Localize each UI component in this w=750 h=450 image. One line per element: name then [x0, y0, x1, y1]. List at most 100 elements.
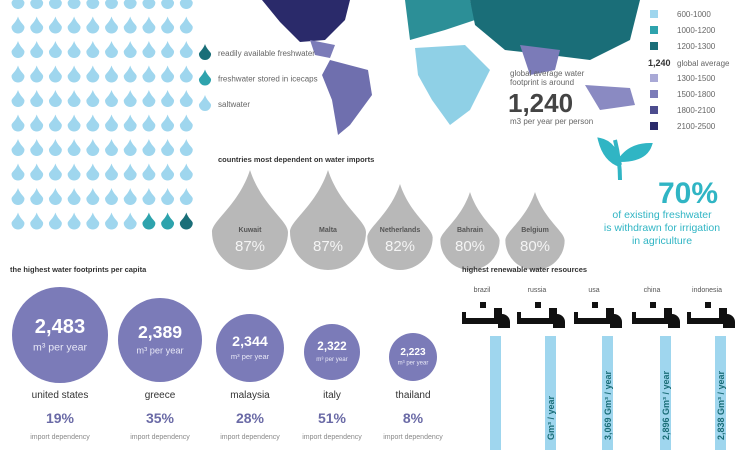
average-value: 1,240: [508, 88, 573, 118]
water-drop: [161, 0, 175, 10]
world-map: [262, 0, 640, 135]
tap: [464, 302, 510, 328]
water-drop: [161, 139, 175, 156]
footprint-pct: 8%: [403, 410, 424, 426]
water-drop: [123, 212, 137, 230]
water-drop: [67, 163, 81, 181]
water-drop: [161, 163, 175, 181]
water-drop: [86, 139, 100, 156]
water-drop: [179, 212, 193, 230]
water-drop: [30, 65, 44, 83]
footprint-circle: [389, 333, 437, 381]
section-title: countries most dependent on water import…: [218, 155, 374, 164]
water-drop: [86, 163, 100, 181]
legend-label: 1300-1500: [677, 74, 716, 83]
legend-swatch: [650, 90, 658, 98]
water-drop: [123, 41, 137, 58]
legend-swatch: [650, 106, 658, 114]
footprint-unit: m³ per year: [231, 352, 270, 361]
footprint-circle: [216, 314, 284, 382]
legend-average-label: global average: [677, 59, 730, 68]
footprint-unit: m³ per year: [136, 345, 183, 355]
water-drop: [105, 90, 118, 108]
water-drop: [86, 41, 100, 58]
dependency-label: import dependency: [302, 434, 362, 441]
legend-label: 1500-1800: [677, 90, 716, 99]
footprint-circle: [118, 298, 202, 382]
water-drop: [105, 139, 118, 156]
legend-label: readily available freshwater: [218, 49, 315, 58]
water-drop: [67, 188, 81, 205]
legend-swatch: [650, 74, 658, 82]
footprint-country: malaysia: [230, 390, 270, 401]
water-drop: [179, 188, 193, 205]
import-country: Bahrain: [457, 227, 483, 234]
water-drop: [142, 139, 156, 156]
irrigation-value: 70%: [658, 177, 718, 210]
water-drop: [161, 90, 175, 107]
stream: [660, 336, 671, 450]
stream: [545, 336, 556, 450]
water-drop: [123, 114, 137, 132]
water-drop: [30, 163, 44, 181]
water-drop: [179, 16, 193, 34]
water-drop: [30, 114, 44, 132]
tap-country: brazil: [474, 287, 491, 294]
stream: [490, 336, 501, 450]
import-country: Belgium: [521, 227, 549, 234]
water-drop: [48, 212, 62, 230]
water-drop: [48, 114, 62, 132]
irrigation-text: is withdrawn for irrigation: [604, 222, 720, 234]
water-drop: [161, 212, 175, 230]
legend-drop: [198, 95, 212, 111]
water-drop: [123, 163, 137, 181]
legend-label: freshwater stored in icecaps: [218, 75, 318, 84]
water-drop: [48, 90, 62, 107]
water-drop: [11, 41, 25, 59]
footprint-unit: m³ per year: [33, 341, 87, 353]
water-drop: [11, 139, 25, 156]
water-drop: [142, 41, 156, 59]
water-drop: [48, 163, 62, 181]
import-pct: 80%: [455, 238, 485, 255]
water-drop: [142, 212, 156, 230]
legend-label: 2100-2500: [677, 122, 716, 131]
import-drop: [367, 184, 433, 270]
water-drop: [11, 65, 25, 83]
import-drop: [290, 170, 366, 270]
average-text: global average water: [510, 69, 585, 78]
water-drop: [67, 65, 81, 83]
import-country: Kuwait: [239, 227, 263, 234]
water-drop: [105, 65, 118, 83]
legend-label: 1000-1200: [677, 26, 716, 35]
water-drop: [67, 41, 81, 59]
legend-swatch: [650, 26, 658, 34]
stream: [715, 336, 726, 450]
import-country: Malta: [319, 227, 337, 234]
section-title: the highest water footprints per capita: [10, 265, 147, 274]
water-drop: [142, 188, 156, 205]
water-drop: [161, 114, 175, 132]
water-drop: [30, 212, 44, 230]
water-drop: [48, 41, 62, 58]
water-drop: [161, 41, 175, 58]
tap-base: [462, 312, 466, 324]
average-unit: m3 per year per person: [510, 117, 593, 126]
footprint-value: 2,483: [35, 316, 85, 338]
water-drop: [179, 90, 193, 108]
water-drop: [11, 90, 25, 108]
water-drop: [142, 16, 156, 34]
water-drop: [161, 188, 175, 205]
footprint-pct: 51%: [318, 410, 347, 426]
water-drop: [11, 188, 25, 205]
water-drop: [30, 188, 44, 205]
water-drop: [48, 0, 62, 9]
water-drop: [123, 0, 137, 9]
water-drop: [30, 16, 44, 34]
footprint-country: thailand: [395, 390, 430, 401]
footprint-value: 2,223: [400, 347, 426, 358]
footprint-unit: m³ per year: [316, 356, 347, 363]
water-drop: [123, 16, 137, 34]
water-drop: [179, 0, 193, 9]
legend-swatch: [650, 42, 658, 50]
